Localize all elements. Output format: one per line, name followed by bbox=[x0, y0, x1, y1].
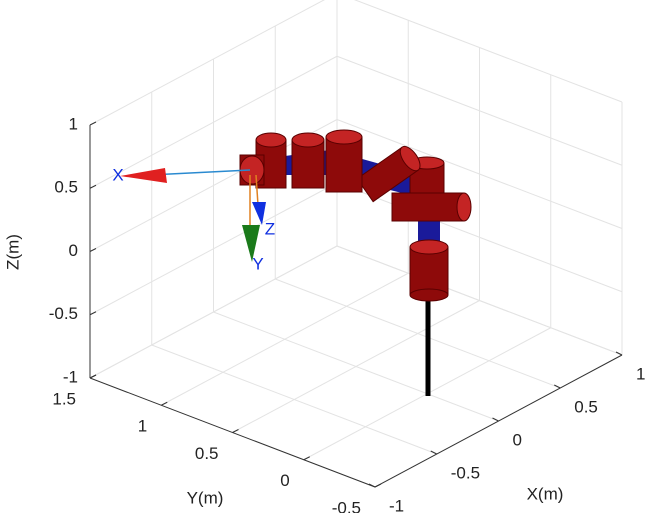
z-tick bbox=[89, 311, 97, 316]
grid-line bbox=[336, 182, 623, 293]
y-axis-label: Y(m) bbox=[187, 488, 224, 507]
y-tick bbox=[303, 456, 310, 461]
frame-z-axis bbox=[255, 174, 259, 206]
y-tick bbox=[89, 374, 97, 379]
robot-joint bbox=[409, 239, 449, 255]
robot-joint bbox=[456, 192, 472, 222]
y-tick-label: 0.5 bbox=[195, 444, 219, 463]
grid-line bbox=[336, 245, 623, 356]
x-tick bbox=[615, 351, 623, 356]
z-tick bbox=[89, 248, 97, 252]
grid-line bbox=[336, 55, 623, 166]
axes: -1 -0.5 0 0.5 1 -0.5 0 0.5 1 1.5 -1 -0.5 0 0.5 1 bbox=[49, 0, 645, 513]
z-tick-label: 0 bbox=[69, 241, 78, 260]
robot-joint bbox=[255, 132, 287, 148]
frame-label: Y bbox=[252, 254, 263, 273]
grid-line bbox=[89, 245, 338, 379]
z-tick-label: 1 bbox=[69, 114, 78, 133]
grid-line bbox=[353, 0, 623, 103]
x-tick-label: 1 bbox=[636, 364, 645, 383]
x-tick bbox=[554, 384, 561, 389]
frame-x-arrow bbox=[120, 168, 167, 183]
frame-z-arrow bbox=[252, 202, 266, 225]
z-tick-label: 0.5 bbox=[54, 178, 78, 197]
frame-label: Z bbox=[265, 219, 275, 238]
x-tick bbox=[368, 483, 376, 488]
grid-line bbox=[89, 55, 338, 189]
y-tick-label: 1.5 bbox=[52, 389, 76, 408]
grid-line bbox=[161, 272, 409, 406]
y-tick bbox=[374, 483, 382, 488]
robot-joint bbox=[409, 288, 449, 302]
z-axis-label: Z(m) bbox=[3, 234, 22, 270]
z-tick bbox=[89, 121, 97, 126]
z-tick bbox=[89, 184, 97, 189]
x-axis-label: X(m) bbox=[527, 484, 564, 503]
z-tick-label: -0.5 bbox=[49, 304, 78, 323]
z-tick-label: -1 bbox=[63, 367, 78, 386]
grid-line bbox=[89, 182, 338, 316]
frame-label: X bbox=[112, 165, 123, 184]
x-tick-label: 0 bbox=[513, 430, 522, 449]
robot: X Y Z bbox=[112, 129, 472, 396]
robot-joint bbox=[356, 145, 421, 203]
grid-line bbox=[232, 300, 480, 433]
y-tick-label: -0.5 bbox=[332, 498, 361, 513]
x-tick-label: -0.5 bbox=[451, 463, 480, 482]
x-tick bbox=[492, 417, 499, 422]
grid-line bbox=[336, 119, 623, 229]
robot-joint bbox=[325, 129, 363, 145]
robot-joint bbox=[391, 192, 465, 222]
y-tick-label: 1 bbox=[138, 417, 147, 436]
x-tick-label: -1 bbox=[389, 496, 404, 513]
y-tick-label: 0 bbox=[280, 471, 289, 490]
grid-line bbox=[89, 0, 325, 126]
robot-joint bbox=[325, 136, 363, 193]
x-tick-label: 0.5 bbox=[574, 397, 598, 416]
robot-joint bbox=[399, 145, 421, 172]
y-tick bbox=[161, 401, 168, 406]
robot-joint bbox=[291, 139, 325, 189]
frame-y-arrow bbox=[242, 225, 260, 262]
robot-joint bbox=[291, 132, 325, 148]
x-tick bbox=[430, 450, 437, 455]
y-tick bbox=[232, 429, 239, 433]
